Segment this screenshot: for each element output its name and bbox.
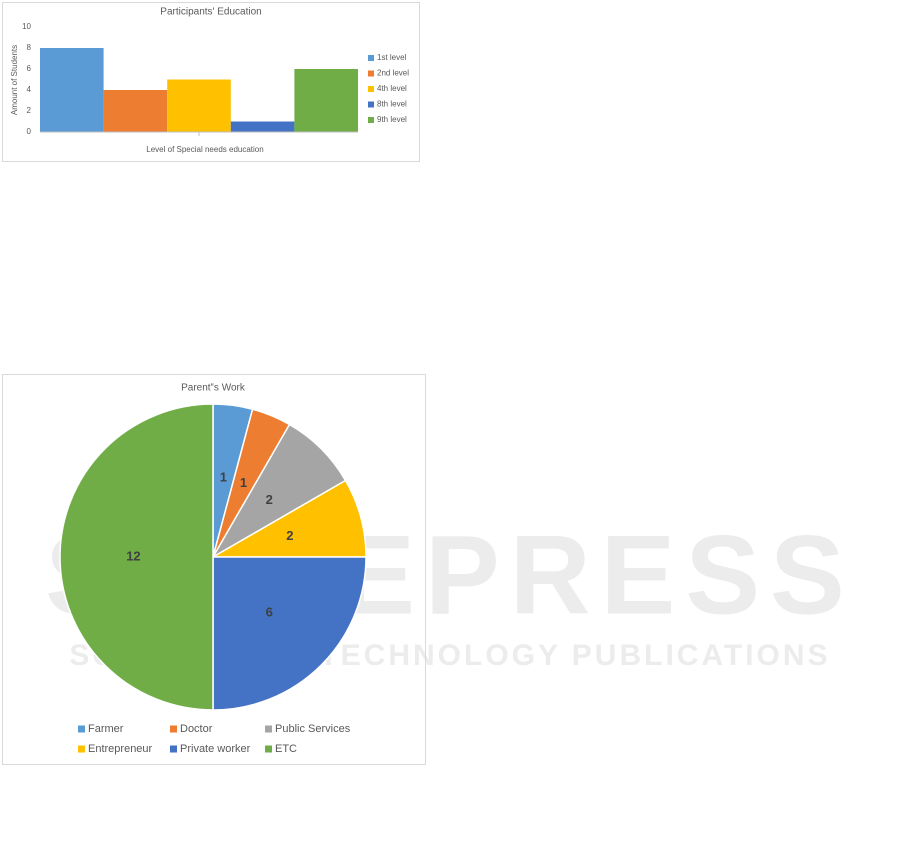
- legend-swatch: [170, 745, 177, 753]
- legend-label: Private worker: [180, 743, 251, 755]
- legend-swatch: [368, 70, 374, 77]
- legend-label: Doctor: [180, 723, 213, 735]
- legend-swatch: [265, 725, 272, 733]
- pie-slice: [212, 556, 367, 711]
- y-tick-label: 6: [27, 64, 32, 73]
- legend-label: Farmer: [88, 723, 124, 735]
- pie-slice: [59, 403, 214, 711]
- data-label: 2: [286, 528, 293, 543]
- legend-swatch: [368, 117, 374, 123]
- y-tick-label: 8: [27, 43, 32, 52]
- bar: [103, 90, 168, 132]
- bar: [294, 69, 358, 132]
- bar: [167, 79, 231, 132]
- data-label: 1: [240, 475, 247, 490]
- legend-label: 4th level: [377, 84, 407, 93]
- bar-chart-frame: [2, 2, 420, 162]
- data-label: 1: [220, 470, 227, 485]
- legend-swatch: [368, 101, 374, 108]
- legend-label: 2nd level: [377, 69, 409, 78]
- x-axis-label: Level of Special needs education: [146, 145, 263, 154]
- legend-label: Public Services: [275, 723, 351, 735]
- bar: [230, 121, 295, 132]
- legend-label: 8th level: [377, 100, 407, 109]
- chart-title: Parent‟s Work: [181, 383, 246, 394]
- legend-swatch: [170, 725, 177, 733]
- legend-swatch: [368, 86, 374, 92]
- data-label: 2: [266, 492, 273, 507]
- legend-label: 9th level: [377, 115, 407, 124]
- legend-swatch: [78, 745, 85, 753]
- data-label: 12: [126, 548, 140, 563]
- legend-label: ETC: [275, 743, 297, 755]
- bar: [40, 48, 104, 132]
- y-tick-label: 4: [27, 85, 32, 94]
- data-label: 6: [266, 605, 273, 620]
- y-tick-label: 2: [27, 106, 32, 115]
- legend-label: Entrepreneur: [88, 743, 153, 755]
- chart-title: Participants' Education: [160, 7, 261, 18]
- y-tick-label: 0: [27, 127, 32, 136]
- legend-swatch: [78, 725, 85, 733]
- legend-swatch: [265, 745, 272, 753]
- y-axis-label: Amount of Students: [10, 45, 19, 115]
- y-tick-label: 10: [22, 22, 31, 31]
- legend-label: 1st level: [377, 53, 407, 62]
- pie-chart-frame: [2, 374, 426, 765]
- legend-swatch: [368, 55, 374, 61]
